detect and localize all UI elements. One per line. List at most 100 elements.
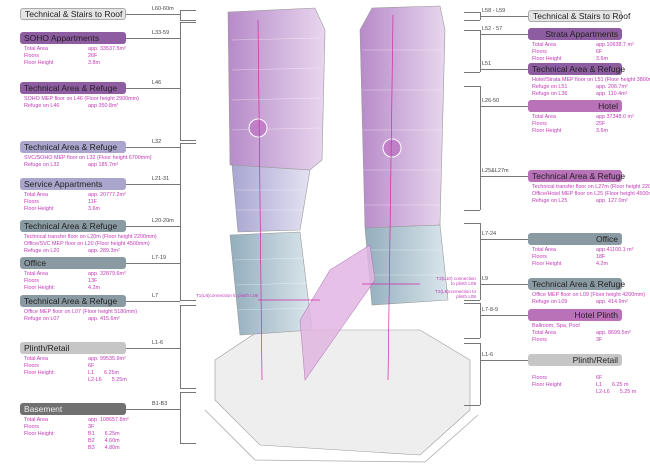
bracket-stub [180,443,196,444]
level-label: L33-59 [152,30,170,36]
detail-row: Office MEP floor on L09 (Floor height 42… [532,292,645,299]
section-title: Technical Area & Refuge [20,141,126,153]
section-title: Technical Area & Refuge [20,295,126,307]
detail-text: Floor Height: [24,431,55,437]
detail-text: 6F [596,49,603,55]
section-title: SOHO Appartments [20,32,126,44]
leader-line [126,348,180,349]
detail-text: 3.6m [596,128,608,134]
detail-text: app. 99535.9m² [88,356,126,362]
detail-text: app. 8699.5m² [596,330,631,336]
section-details: Total Area app. 33537.5m² Floors 26F Floor H… [24,46,126,67]
detail-text: app. 289.3m² [88,248,120,254]
leader-line [126,226,180,227]
detail-text: 3.6m [88,206,100,212]
detail-text: Floors [532,49,547,55]
detail-text: 4.2m [88,285,100,291]
detail-text: Hotel/Strata MEP floor on L51 (Floor hei… [532,77,650,83]
right-tower [359,5,449,306]
podium-base [214,329,471,456]
detail-row: Refuge on L20 app. 289.3m² [24,248,157,255]
section-title: Technical Area & Refuge [528,170,625,182]
bracket-line [180,22,181,140]
detail-row: Floors 6F [532,49,634,56]
section-title: Technical Area & Refuge [20,220,126,232]
detail-row: Floor Height 3.6m [24,206,126,213]
detail-text: 3F [88,424,95,430]
section-details: Floors 6F Floor Height L1 6.25 m L2-L6 5.25 m [532,368,636,396]
detail-row: B3 4.80m [24,445,129,452]
left-tower [227,7,326,336]
bracket-line [180,10,181,20]
leader-line [126,38,180,39]
detail-row: Total Area app. 32879.6m² [24,271,126,278]
detail-row: Floors 3F [24,424,129,431]
leader-line [480,284,528,285]
bracket-stub [464,86,480,87]
section-details: Office MEP floor on L09 (Floor height 42… [532,292,645,306]
detail-text: app. 108657.8m² [88,417,129,423]
level-label: L52 - 57 [482,26,503,32]
section-title: Office [528,233,622,245]
detail-text: 4.60m [104,438,120,444]
detail-text: Total Area [532,247,556,253]
level-label: L9 [482,276,489,282]
detail-text: Total Area [24,46,48,52]
detail-row: Refuge on L07 app. 415.6m² [24,316,137,323]
detail-row: Floors 18F [532,254,633,261]
detail-text: Office/Hotel MEP floor on L25 (Floor hei… [532,191,650,197]
detail-text: app.10638.7 m² [596,42,634,48]
level-label: L1-6 [482,352,494,358]
detail-text: 6.25 m [612,382,629,388]
detail-row: Floor Height 3.6m [532,56,634,63]
detail-text: Office MEP floor on L09 (Floor height 42… [532,292,646,298]
bracket-stub [464,300,480,301]
leader-line [126,14,180,15]
section-details: Total Area app.10638.7 m² Floors 6F Floor He… [532,42,634,63]
section-title: Service Appartments [20,178,126,190]
detail-text: 6.25m [104,370,119,376]
detail-text: B2 [88,438,95,444]
leader-line [480,239,528,240]
sky-bridge [299,244,376,381]
detail-text: Floor Height: [24,285,55,291]
detail-row: Floors 6F [24,363,127,370]
detail-row: Floors 6F [532,375,636,382]
bracket-stub [180,305,196,306]
bracket-stub [180,20,196,21]
detail-row: Total Area app. 20777.2m² [24,192,126,199]
detail-row: Floor Height 4.2m [532,261,633,268]
detail-text: 3F [596,337,603,343]
detail-text: 6F [596,375,603,381]
bracket-stub [180,143,196,144]
detail-text: app. 110.4m² [596,91,628,97]
bracket-stub [464,343,480,344]
detail-row [532,368,636,375]
detail-text: 4.80m [104,445,120,451]
leader-line [126,147,180,148]
bracket-stub [464,20,480,21]
detail-text: Office/SVC MEP floor on L20 (Floor heigh… [24,241,150,247]
detail-row: Ballroom, Spa, Pool [532,323,631,330]
level-label: L21-31 [152,176,170,182]
section-title: Technical & Stairs to Roof [528,10,630,22]
detail-text: Floors [532,121,547,127]
detail-row: Refuge on L36 app. 110.4m² [532,91,650,98]
level-label: L51 [482,61,492,67]
detail-row: Total Area app.10638.7 m² [532,42,634,49]
bracket-stub [464,405,480,406]
section-details: Total Area app 37348.0 m² Floors 25F Floor H… [532,114,634,135]
detail-row: Floor Height: 4.2m [24,285,126,292]
leader-line [126,263,180,264]
detail-text: app 350.8m² [88,103,119,109]
detail-text: Total Area [532,114,556,120]
detail-text: L2-L6 [88,377,102,383]
detail-row: SOHO MEP floor on L46 (Floor height 2900… [24,96,139,103]
bracket-stub [180,140,196,141]
level-label: L60-60m [152,6,174,12]
detail-text: 6.25m [104,431,120,437]
detail-row: Refuge on L25 app. 127.0m² [532,198,650,205]
section-title: Hotel Plinth [528,309,622,321]
detail-row: Refuge on L51 app. 206.7m² [532,84,650,91]
detail-text: Floor Height [532,56,562,62]
